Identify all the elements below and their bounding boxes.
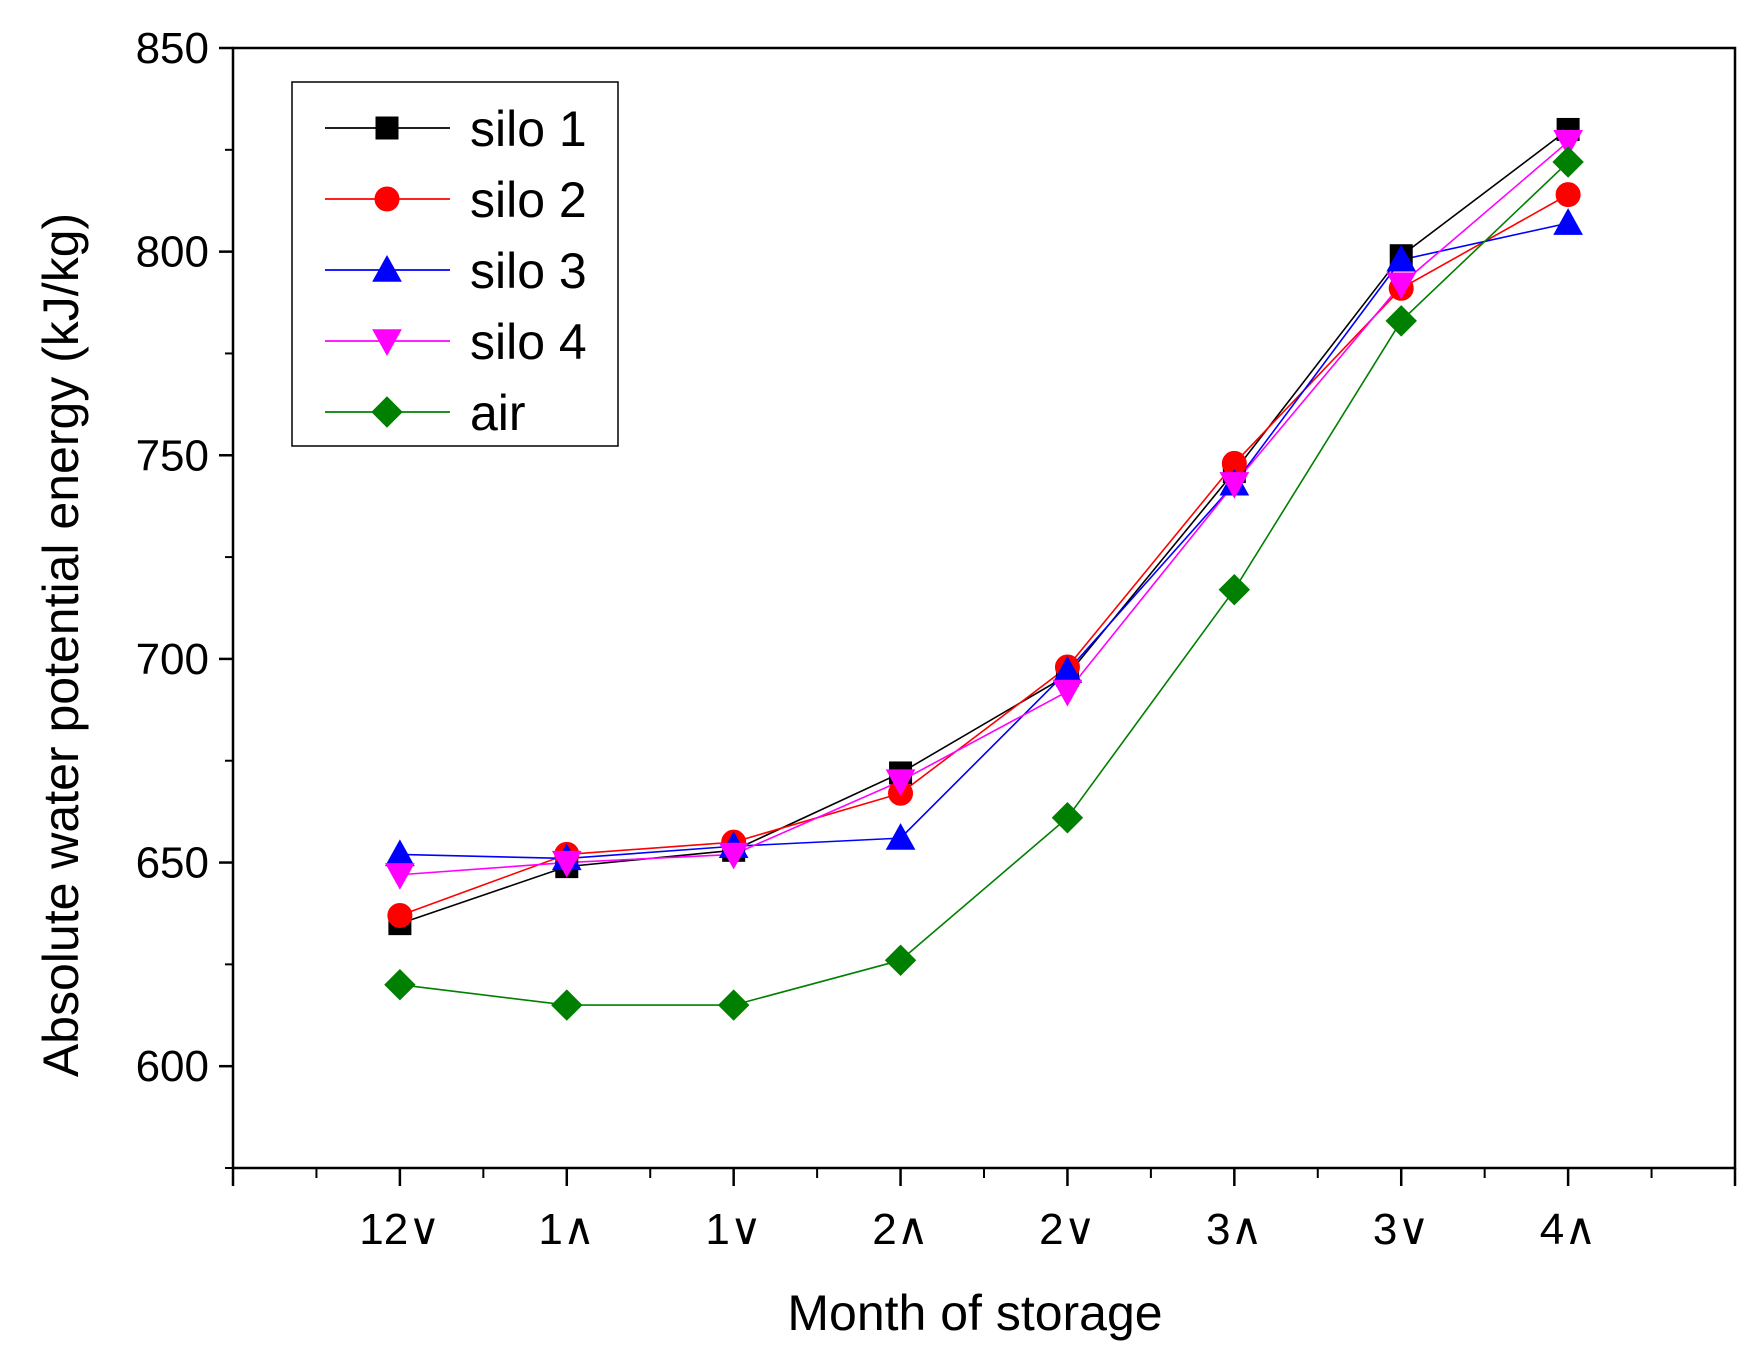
- y-axis-ticks: 600 650 700 750 800 850: [136, 24, 233, 1169]
- series-line-silo-3: [399, 222, 1569, 860]
- legend-label-silo-3: silo 3: [470, 243, 587, 299]
- y-tick-label: 800: [136, 228, 209, 277]
- x-tick-label: 1∧: [538, 1205, 595, 1254]
- data-point-silo-3: [885, 823, 916, 850]
- data-point-silo-3: [1386, 244, 1417, 272]
- legend-marker-silo-2: [374, 186, 400, 212]
- legend-label-air: air: [470, 385, 526, 441]
- data-point-silo-4: [551, 850, 582, 878]
- data-point-air: [1552, 146, 1584, 178]
- y-tick-label: 600: [136, 1042, 209, 1091]
- series-lines: [399, 128, 1569, 1006]
- x-tick-label: 2∧: [872, 1205, 929, 1254]
- legend-box: [291, 81, 619, 447]
- data-point-silo-2: [1555, 182, 1581, 208]
- x-tick-label: 2∨: [1039, 1205, 1096, 1254]
- data-point-air: [1385, 305, 1417, 337]
- data-point-silo-3: [1553, 208, 1583, 235]
- series-line-air: [399, 161, 1569, 1006]
- series-line-silo-1: [399, 128, 1569, 925]
- data-point-air: [384, 969, 416, 1001]
- x-axis-ticks: 12∨ 1∧ 1∨ 2∧ 2∨ 3∧ 3∨ 4∧: [231, 1168, 1737, 1254]
- data-point-silo-4: [718, 842, 749, 870]
- data-point-silo-4: [1553, 129, 1583, 157]
- legend-label-silo-4: silo 4: [470, 314, 587, 370]
- x-axis-title: Month of storage: [787, 1285, 1162, 1341]
- data-point-air: [717, 989, 750, 1021]
- y-tick-label: 750: [136, 431, 209, 480]
- y-axis-title: Absolute water potential energy (kJ/kg): [33, 213, 89, 1077]
- data-point-silo-4: [885, 769, 916, 797]
- legend-marker-air: [371, 396, 403, 428]
- legend-label-silo-1: silo 1: [470, 101, 587, 157]
- y-tick-label: 850: [136, 24, 209, 73]
- data-point-silo-2: [387, 902, 413, 928]
- x-tick-label: 3∧: [1206, 1205, 1263, 1254]
- x-tick-label: 12∨: [359, 1205, 440, 1254]
- data-point-silo-4: [385, 863, 415, 890]
- x-tick-label: 3∨: [1373, 1205, 1430, 1254]
- legend: silo 1 silo 2 silo 3 silo 4 air: [291, 81, 619, 447]
- y-tick-label: 650: [136, 839, 209, 888]
- legend-marker-silo-1: [375, 116, 399, 140]
- data-point-air: [884, 944, 917, 976]
- legend-marker-silo-4: [372, 329, 402, 357]
- series-line-silo-4: [399, 141, 1569, 876]
- data-point-silo-4: [1219, 472, 1250, 499]
- y-tick-label: 700: [136, 635, 209, 684]
- legend-marker-silo-3: [372, 254, 402, 282]
- legend-label-silo-2: silo 2: [470, 172, 587, 228]
- data-point-air: [1218, 573, 1251, 606]
- x-tick-label: 4∧: [1540, 1205, 1597, 1254]
- x-tick-label: 1∨: [705, 1205, 762, 1254]
- data-point-silo-4: [1052, 679, 1083, 707]
- data-point-air: [1051, 802, 1084, 834]
- data-point-air: [551, 989, 583, 1021]
- data-point-silo-4: [1386, 272, 1417, 300]
- series-markers: [384, 117, 1584, 1021]
